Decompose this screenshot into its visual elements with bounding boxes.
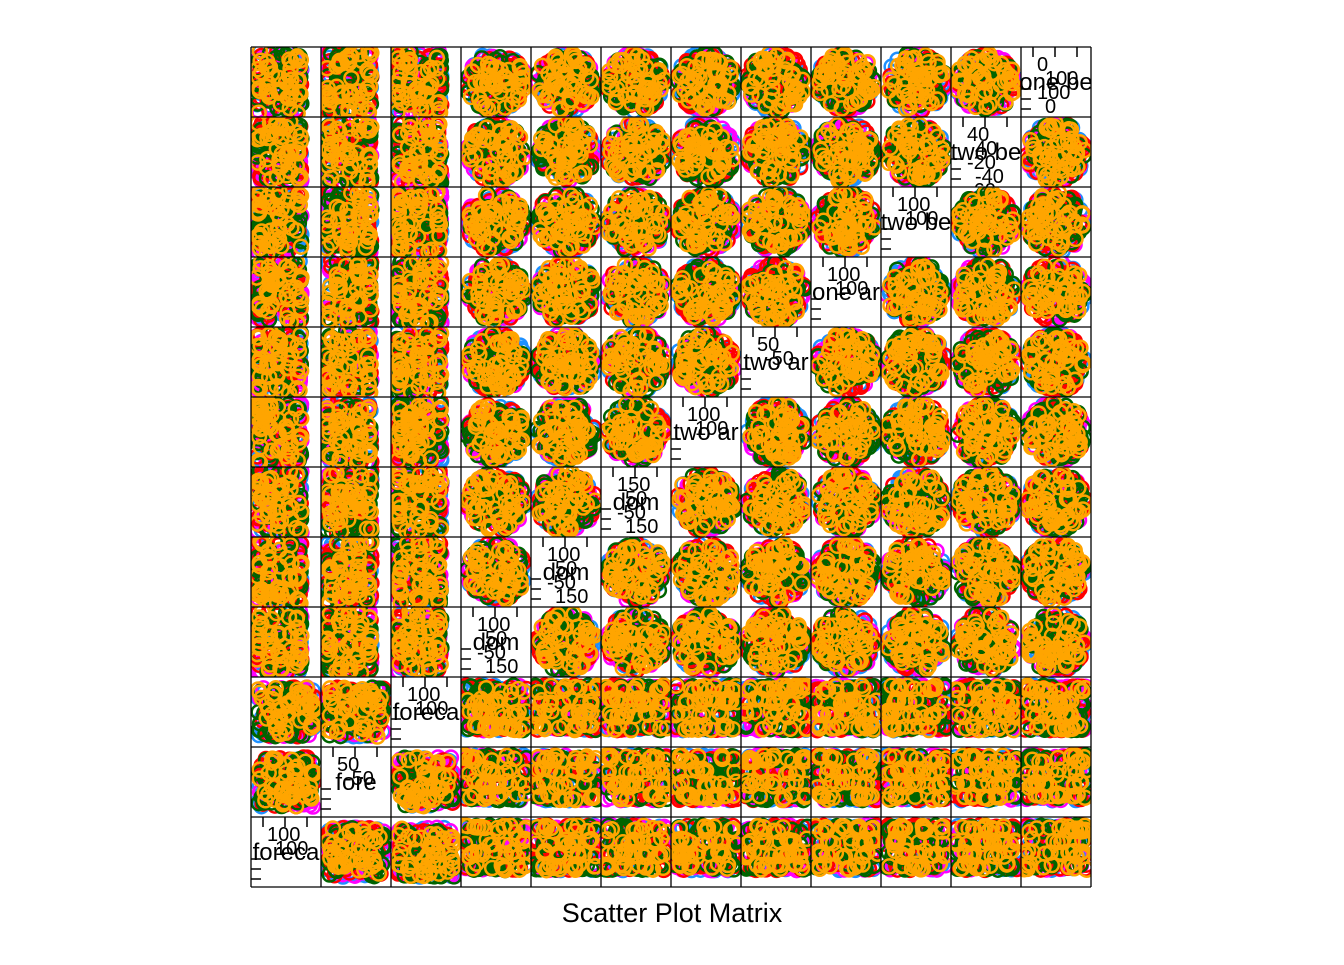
scatter-panel-r1-c4: [531, 116, 602, 187]
scatter-panel-r0-c1: [320, 44, 379, 121]
scatter-panel-r1-c8: [810, 117, 881, 188]
scatter-panel-r0-c10: [950, 47, 1021, 116]
scatter-panel-r0-c7: [740, 46, 810, 118]
scatter-panel-r0-c8: [810, 48, 883, 118]
scatter-panel-r0-c3: [461, 49, 532, 117]
diag-variable-label: one be: [1019, 69, 1092, 96]
scatter-panel-r1-c7: [742, 117, 812, 188]
scatter-panel-r0-c2: [390, 44, 449, 121]
scatter-panel-r1-c2: [390, 114, 449, 190]
scatter-panel-r1-c5: [601, 116, 671, 185]
diag-tick-label: 0: [1045, 96, 1056, 118]
scatter-panel-r1-c0: [250, 114, 309, 189]
scatter-panel-r1-c1: [320, 114, 379, 190]
scatter-panel-r0-c5: [600, 47, 672, 118]
scatter-panel-r0-c9: [882, 47, 951, 117]
scatter-panel-r1-c6: [672, 117, 741, 188]
scatter-panel-r0-c6: [672, 46, 742, 117]
scatter-panel-r0-c4: [531, 47, 601, 118]
scatter-panel-r0-c0: [250, 44, 309, 121]
scatter-panel-r1-c3: [461, 116, 532, 188]
